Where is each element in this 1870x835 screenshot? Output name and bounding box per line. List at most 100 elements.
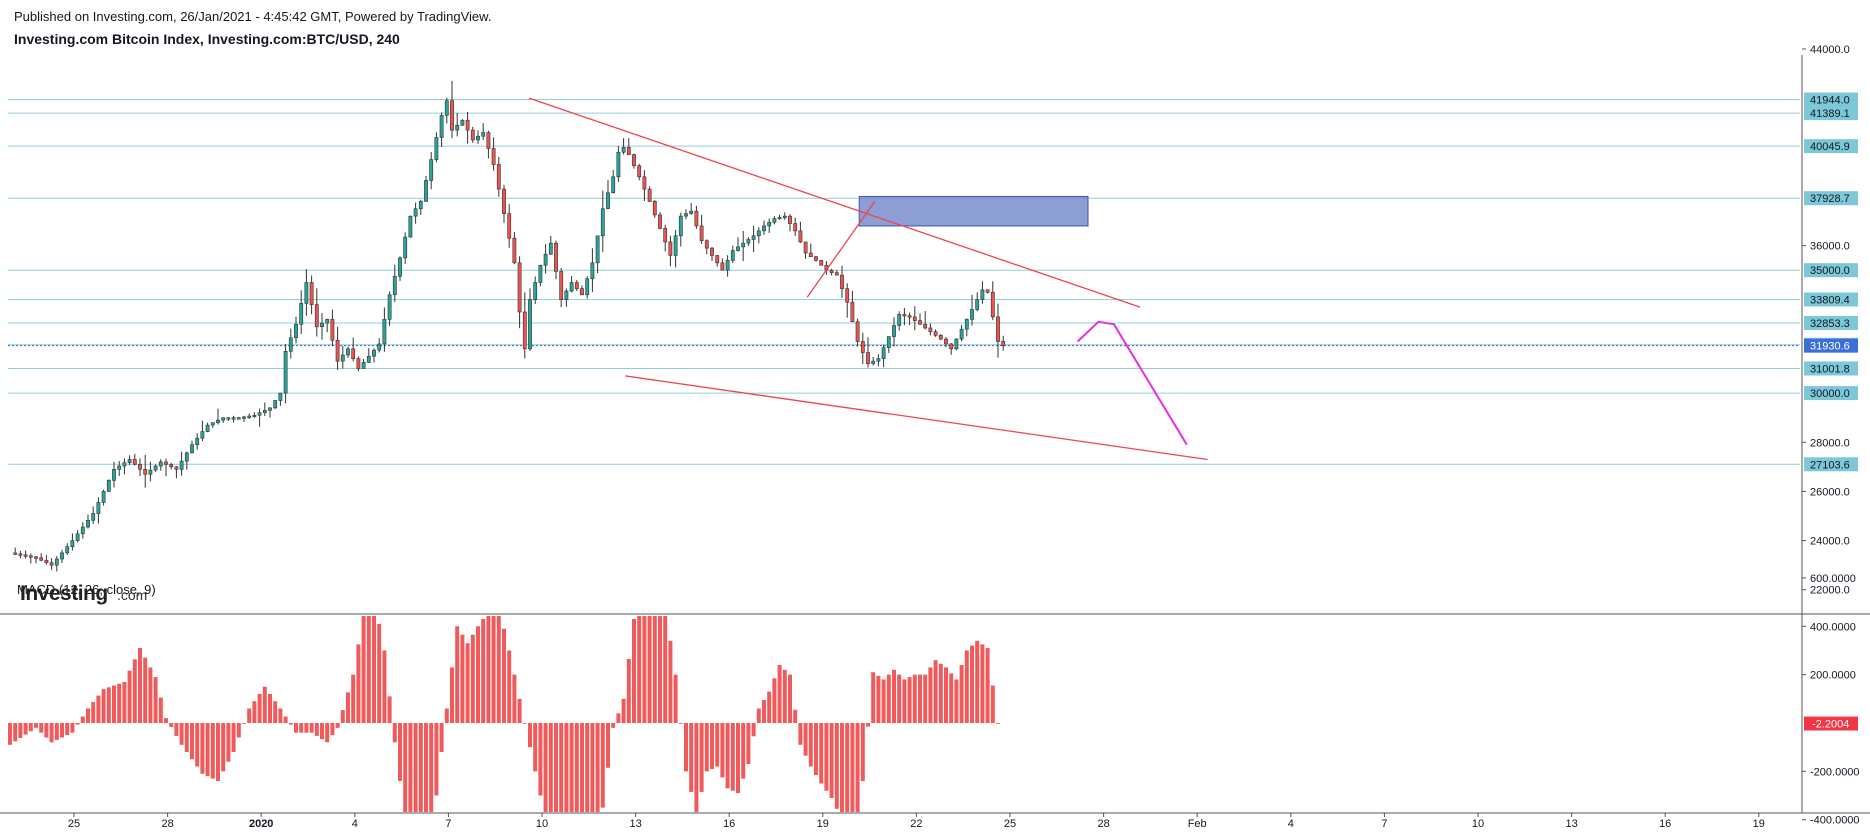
macd-bar bbox=[299, 723, 304, 733]
macd-bar bbox=[226, 723, 231, 762]
lower-trendline[interactable] bbox=[625, 375, 1208, 461]
candle-body bbox=[398, 257, 402, 277]
macd-bar bbox=[372, 616, 376, 723]
candle-body bbox=[153, 465, 158, 471]
candle-body bbox=[897, 314, 902, 326]
price-tick-label: 24000.0 bbox=[1810, 536, 1850, 548]
macd-bar bbox=[564, 723, 569, 812]
macd-bar bbox=[767, 691, 772, 723]
macd-bar bbox=[231, 723, 236, 753]
upper-trendline[interactable] bbox=[528, 97, 1141, 308]
candle-body bbox=[918, 320, 922, 325]
resistance-zone[interactable] bbox=[858, 195, 1089, 227]
macd-bar bbox=[793, 709, 798, 723]
level-label: 37928.7 bbox=[1810, 193, 1850, 205]
macd-bar bbox=[611, 723, 616, 728]
candle-body bbox=[881, 347, 886, 359]
candle-body bbox=[996, 316, 1000, 342]
macd-bar bbox=[746, 723, 751, 765]
candle-body bbox=[34, 556, 38, 559]
macd-bar bbox=[179, 723, 184, 745]
macd-bar bbox=[429, 723, 434, 812]
macd-bar bbox=[273, 701, 278, 723]
candle-body bbox=[299, 303, 304, 325]
candle-body bbox=[476, 135, 480, 141]
candle-body bbox=[195, 437, 200, 446]
macd-bar bbox=[658, 616, 662, 723]
candle-body bbox=[23, 554, 28, 557]
macd-bar bbox=[554, 723, 558, 812]
candle-body bbox=[158, 461, 163, 467]
candle-body bbox=[834, 272, 839, 276]
candle-body bbox=[268, 407, 272, 411]
macd-bar bbox=[866, 723, 870, 727]
macd-title: MACD (12, 26, close, 9) bbox=[17, 582, 156, 597]
candle-body bbox=[455, 124, 460, 131]
macd-bar bbox=[325, 723, 330, 743]
macd-bar bbox=[455, 626, 460, 723]
candle-body bbox=[611, 176, 616, 194]
macd-bar bbox=[96, 695, 101, 723]
candle-body bbox=[767, 221, 772, 227]
macd-bar bbox=[642, 616, 647, 723]
candle-body bbox=[788, 215, 792, 224]
candle-body bbox=[975, 299, 980, 310]
publish-info: Published on Investing.com, 26/Jan/2021 … bbox=[14, 9, 492, 24]
macd-tick-label: 400.0000 bbox=[1810, 621, 1856, 633]
candle-body bbox=[886, 336, 891, 348]
macd-bar bbox=[798, 723, 803, 745]
candle-body bbox=[117, 465, 122, 470]
macd-bar bbox=[216, 723, 220, 782]
candle-body bbox=[28, 555, 33, 558]
macd-bar bbox=[517, 698, 522, 723]
candle-body bbox=[694, 210, 699, 227]
macd-bar bbox=[356, 644, 361, 723]
candle-body bbox=[226, 417, 231, 420]
candle-body bbox=[522, 311, 527, 350]
macd-bar bbox=[710, 723, 714, 769]
candle-body bbox=[959, 328, 964, 340]
candle-body bbox=[164, 461, 168, 465]
macd-bar bbox=[247, 708, 252, 723]
candle-body bbox=[335, 339, 340, 362]
logo-brand: Investing bbox=[20, 582, 108, 605]
macd-bar bbox=[512, 674, 517, 723]
macd-bar bbox=[689, 723, 694, 792]
candle-body bbox=[314, 304, 319, 328]
macd-bar bbox=[205, 723, 210, 777]
level-label-bg bbox=[1804, 106, 1858, 121]
macd-bar bbox=[481, 619, 486, 723]
channel-line[interactable] bbox=[806, 201, 876, 298]
candle-body bbox=[923, 323, 928, 329]
macd-bar bbox=[486, 616, 491, 723]
candle-body bbox=[907, 315, 912, 318]
candle-body bbox=[938, 335, 943, 340]
candle-body bbox=[148, 469, 153, 475]
candle-body bbox=[304, 282, 309, 304]
candle-body bbox=[746, 239, 751, 244]
macd-bar bbox=[257, 693, 262, 723]
macd-bar bbox=[985, 648, 990, 723]
macd-bar bbox=[663, 616, 668, 723]
candle-body bbox=[600, 208, 605, 237]
macd-bar bbox=[44, 723, 49, 738]
level-label-bg bbox=[1804, 386, 1858, 401]
macd-bar bbox=[808, 723, 813, 767]
candle-body bbox=[190, 444, 194, 454]
candle-body bbox=[143, 468, 148, 475]
candle-body bbox=[346, 348, 350, 356]
macd-bar bbox=[294, 723, 298, 733]
level-label: 32853.3 bbox=[1810, 318, 1850, 330]
candle-body bbox=[819, 260, 824, 266]
candle-body bbox=[736, 246, 740, 251]
candle-body bbox=[387, 294, 392, 320]
candle-body bbox=[933, 331, 938, 336]
projection-path[interactable] bbox=[1076, 320, 1188, 446]
macd-bar bbox=[444, 708, 449, 723]
candle-body bbox=[403, 236, 408, 259]
candle-body bbox=[762, 225, 766, 232]
candle-body bbox=[814, 256, 818, 261]
candle-body bbox=[252, 414, 257, 418]
